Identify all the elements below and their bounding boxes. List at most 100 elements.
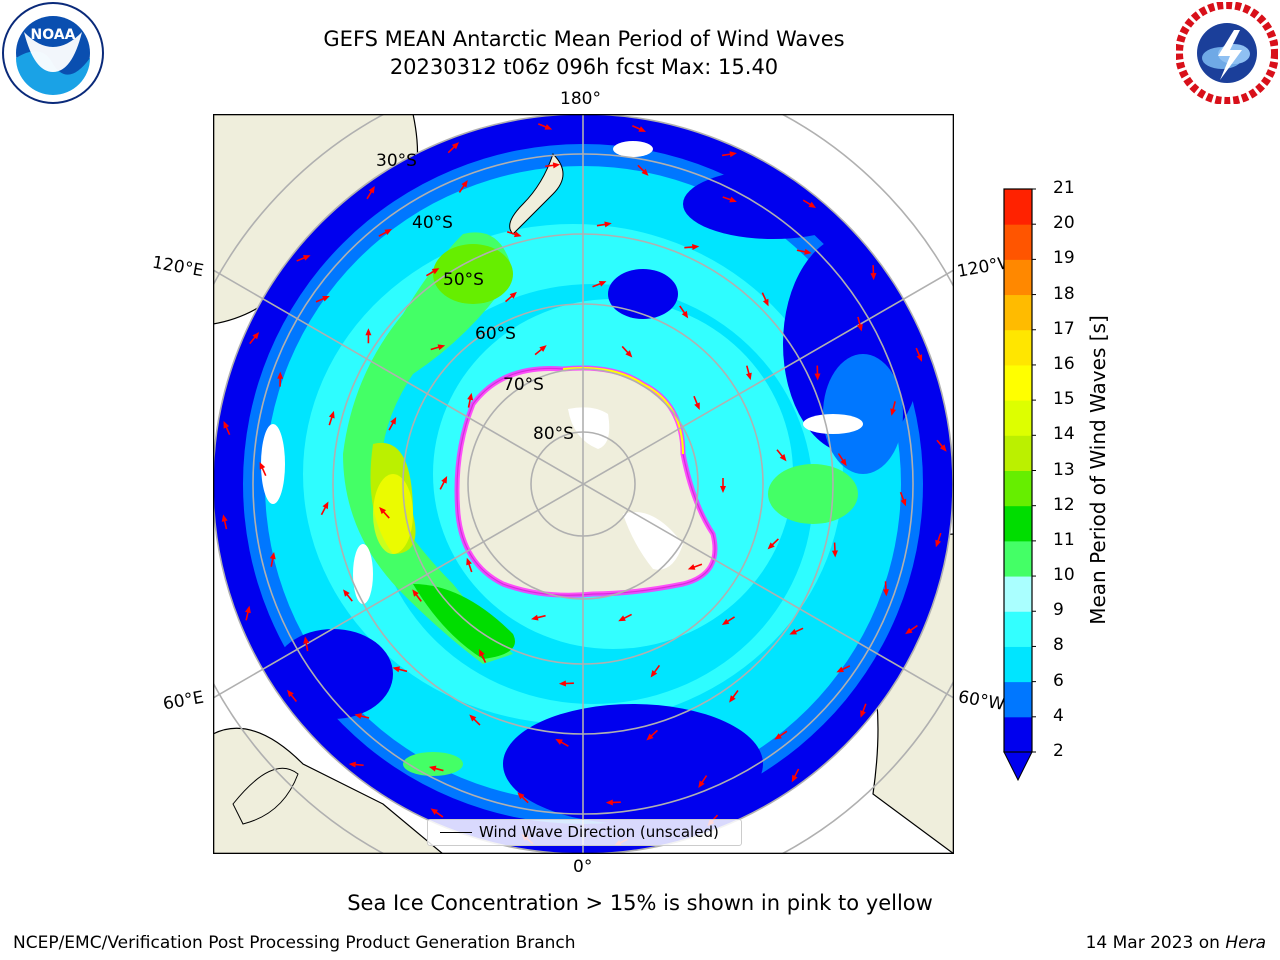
wave-direction-arrow (870, 265, 877, 281)
wave-direction-arrow (534, 345, 547, 356)
lat-label-30s: 30°S (376, 151, 417, 171)
wave-direction-arrow (328, 410, 335, 426)
wave-direction-arrow (558, 680, 574, 687)
colorbar-swatch (1004, 435, 1032, 471)
polar-map (212, 113, 955, 855)
wave-direction-arrow (223, 420, 231, 436)
wave-direction-arrow (650, 664, 661, 678)
wave-direction-arrow (296, 255, 311, 262)
wave-direction-arrow (530, 614, 546, 621)
wave-direction-arrow (343, 589, 353, 602)
colorbar-swatch (1004, 400, 1032, 436)
colorbar-tick-label: 12 (1053, 494, 1075, 515)
wave-direction-arrow (899, 491, 907, 507)
colorbar-tick-label: 11 (1053, 529, 1075, 550)
colorbar-tick-label: 20 (1053, 213, 1075, 234)
colorbar-swatch (1004, 189, 1032, 225)
wave-direction-arrow (430, 344, 446, 351)
colorbar-tick-label: 17 (1053, 318, 1075, 339)
colorbar-swatch (1004, 329, 1032, 366)
colorbar-tick-label: 13 (1053, 459, 1075, 480)
colorbar-label: Mean Period of Wind Waves [s] (1086, 315, 1110, 625)
lon-label-60w: 60°W (956, 687, 1007, 715)
colorbar-tick-label: 15 (1053, 389, 1075, 410)
wave-direction-arrow (791, 768, 800, 783)
wave-direction-arrow (646, 729, 659, 741)
lat-label-50s: 50°S (443, 270, 484, 290)
colorbar-swatch (1004, 505, 1032, 542)
land-africa (213, 727, 444, 854)
footer-date-text: 14 Mar 2023 on (1085, 933, 1226, 953)
wave-direction-arrow (860, 703, 867, 718)
wave-direction-arrow (466, 557, 473, 573)
legend-line-swatch (440, 832, 472, 833)
colorbar-swatch (1004, 259, 1032, 296)
colorbar-swatch (1004, 646, 1032, 683)
wave-direction-arrow (679, 305, 689, 319)
wave-direction-arrow (430, 808, 444, 818)
colorbar-tick-label: 6 (1053, 670, 1064, 691)
wave-direction-arrow (632, 124, 646, 132)
colorbar-tick-label: 19 (1053, 248, 1075, 269)
wave-direction-arrow (618, 613, 632, 622)
wave-direction-arrow (392, 666, 408, 673)
wave-direction-arrow (303, 636, 310, 652)
wave-direction-arrow (693, 395, 700, 411)
colorbar-tick-label: 18 (1053, 283, 1075, 304)
wave-direction-arrow (936, 439, 947, 452)
wave-direction-arrow (221, 514, 228, 530)
wave-direction-arrow (537, 123, 553, 130)
map-legend: Wind Wave Direction (unscaled) (427, 819, 742, 846)
wave-direction-arrow (555, 738, 569, 747)
wave-direction-arrow (745, 365, 752, 381)
wave-direction-arrow (767, 538, 779, 550)
wave-direction-arrow (687, 563, 703, 570)
wave-direction-arrow (605, 799, 621, 806)
sea-ice-caption: Sea Ice Concentration > 15% is shown in … (347, 891, 933, 915)
wave-direction-arrow (882, 581, 889, 597)
wave-direction-arrow (517, 792, 529, 804)
wave-direction-arrow (698, 775, 708, 789)
wave-direction-arrow (269, 551, 276, 567)
lon-label-0: 0° (573, 857, 593, 877)
wave-direction-arrow (545, 162, 561, 169)
wave-direction-arrow (320, 501, 329, 516)
wave-direction-arrow (761, 292, 769, 307)
figure-subtitle: 20230312 t06z 096h fcst Max: 15.40 (389, 55, 779, 79)
wave-direction-arrow (890, 401, 897, 416)
colorbar-swatch (1004, 540, 1032, 577)
land-madagascar (232, 767, 299, 825)
footer-credit: NCEP/EMC/Verification Post Processing Pr… (13, 933, 576, 953)
wave-direction-arrow (857, 316, 863, 332)
wave-direction-arrow (412, 589, 422, 602)
wave-direction-arrow (836, 665, 851, 673)
wave-direction-arrow (592, 281, 607, 288)
colorbar-tick-label: 16 (1053, 353, 1075, 374)
wave-direction-arrow (428, 765, 444, 772)
legend-label: Wind Wave Direction (unscaled) (479, 823, 719, 841)
colorbar-swatch (1004, 681, 1032, 718)
colorbar (1003, 188, 1036, 782)
wave-direction-arrow (935, 532, 942, 548)
noaa-logo: NOAA (2, 2, 104, 104)
colorbar-swatch (1004, 611, 1032, 647)
wave-direction-arrow (388, 416, 397, 431)
wave-direction-arrow (814, 365, 821, 381)
wave-direction-arrow (915, 347, 923, 362)
wave-direction-arrow (831, 542, 838, 558)
figure-title: GEFS MEAN Antarctic Mean Period of Wind … (323, 27, 845, 51)
wave-direction-arrow (478, 649, 487, 663)
wave-direction-arrow (287, 689, 298, 703)
wave-direction-arrow (244, 605, 251, 621)
wave-direction-arrow (366, 185, 375, 200)
wave-direction-arrow (905, 624, 918, 635)
colorbar-tick-label: 9 (1053, 600, 1064, 621)
wave-direction-arrow (467, 392, 474, 408)
colorbar-tick-label: 10 (1053, 565, 1075, 586)
wave-direction-arrow (729, 690, 739, 703)
wave-direction-arrow (425, 268, 440, 277)
nws-logo (1176, 2, 1278, 104)
wave-direction-arrow (722, 196, 737, 203)
map-panel: 30°S 40°S 50°S 60°S 70°S 80°S (212, 113, 955, 855)
colorbar-tick-label: 14 (1053, 424, 1075, 445)
